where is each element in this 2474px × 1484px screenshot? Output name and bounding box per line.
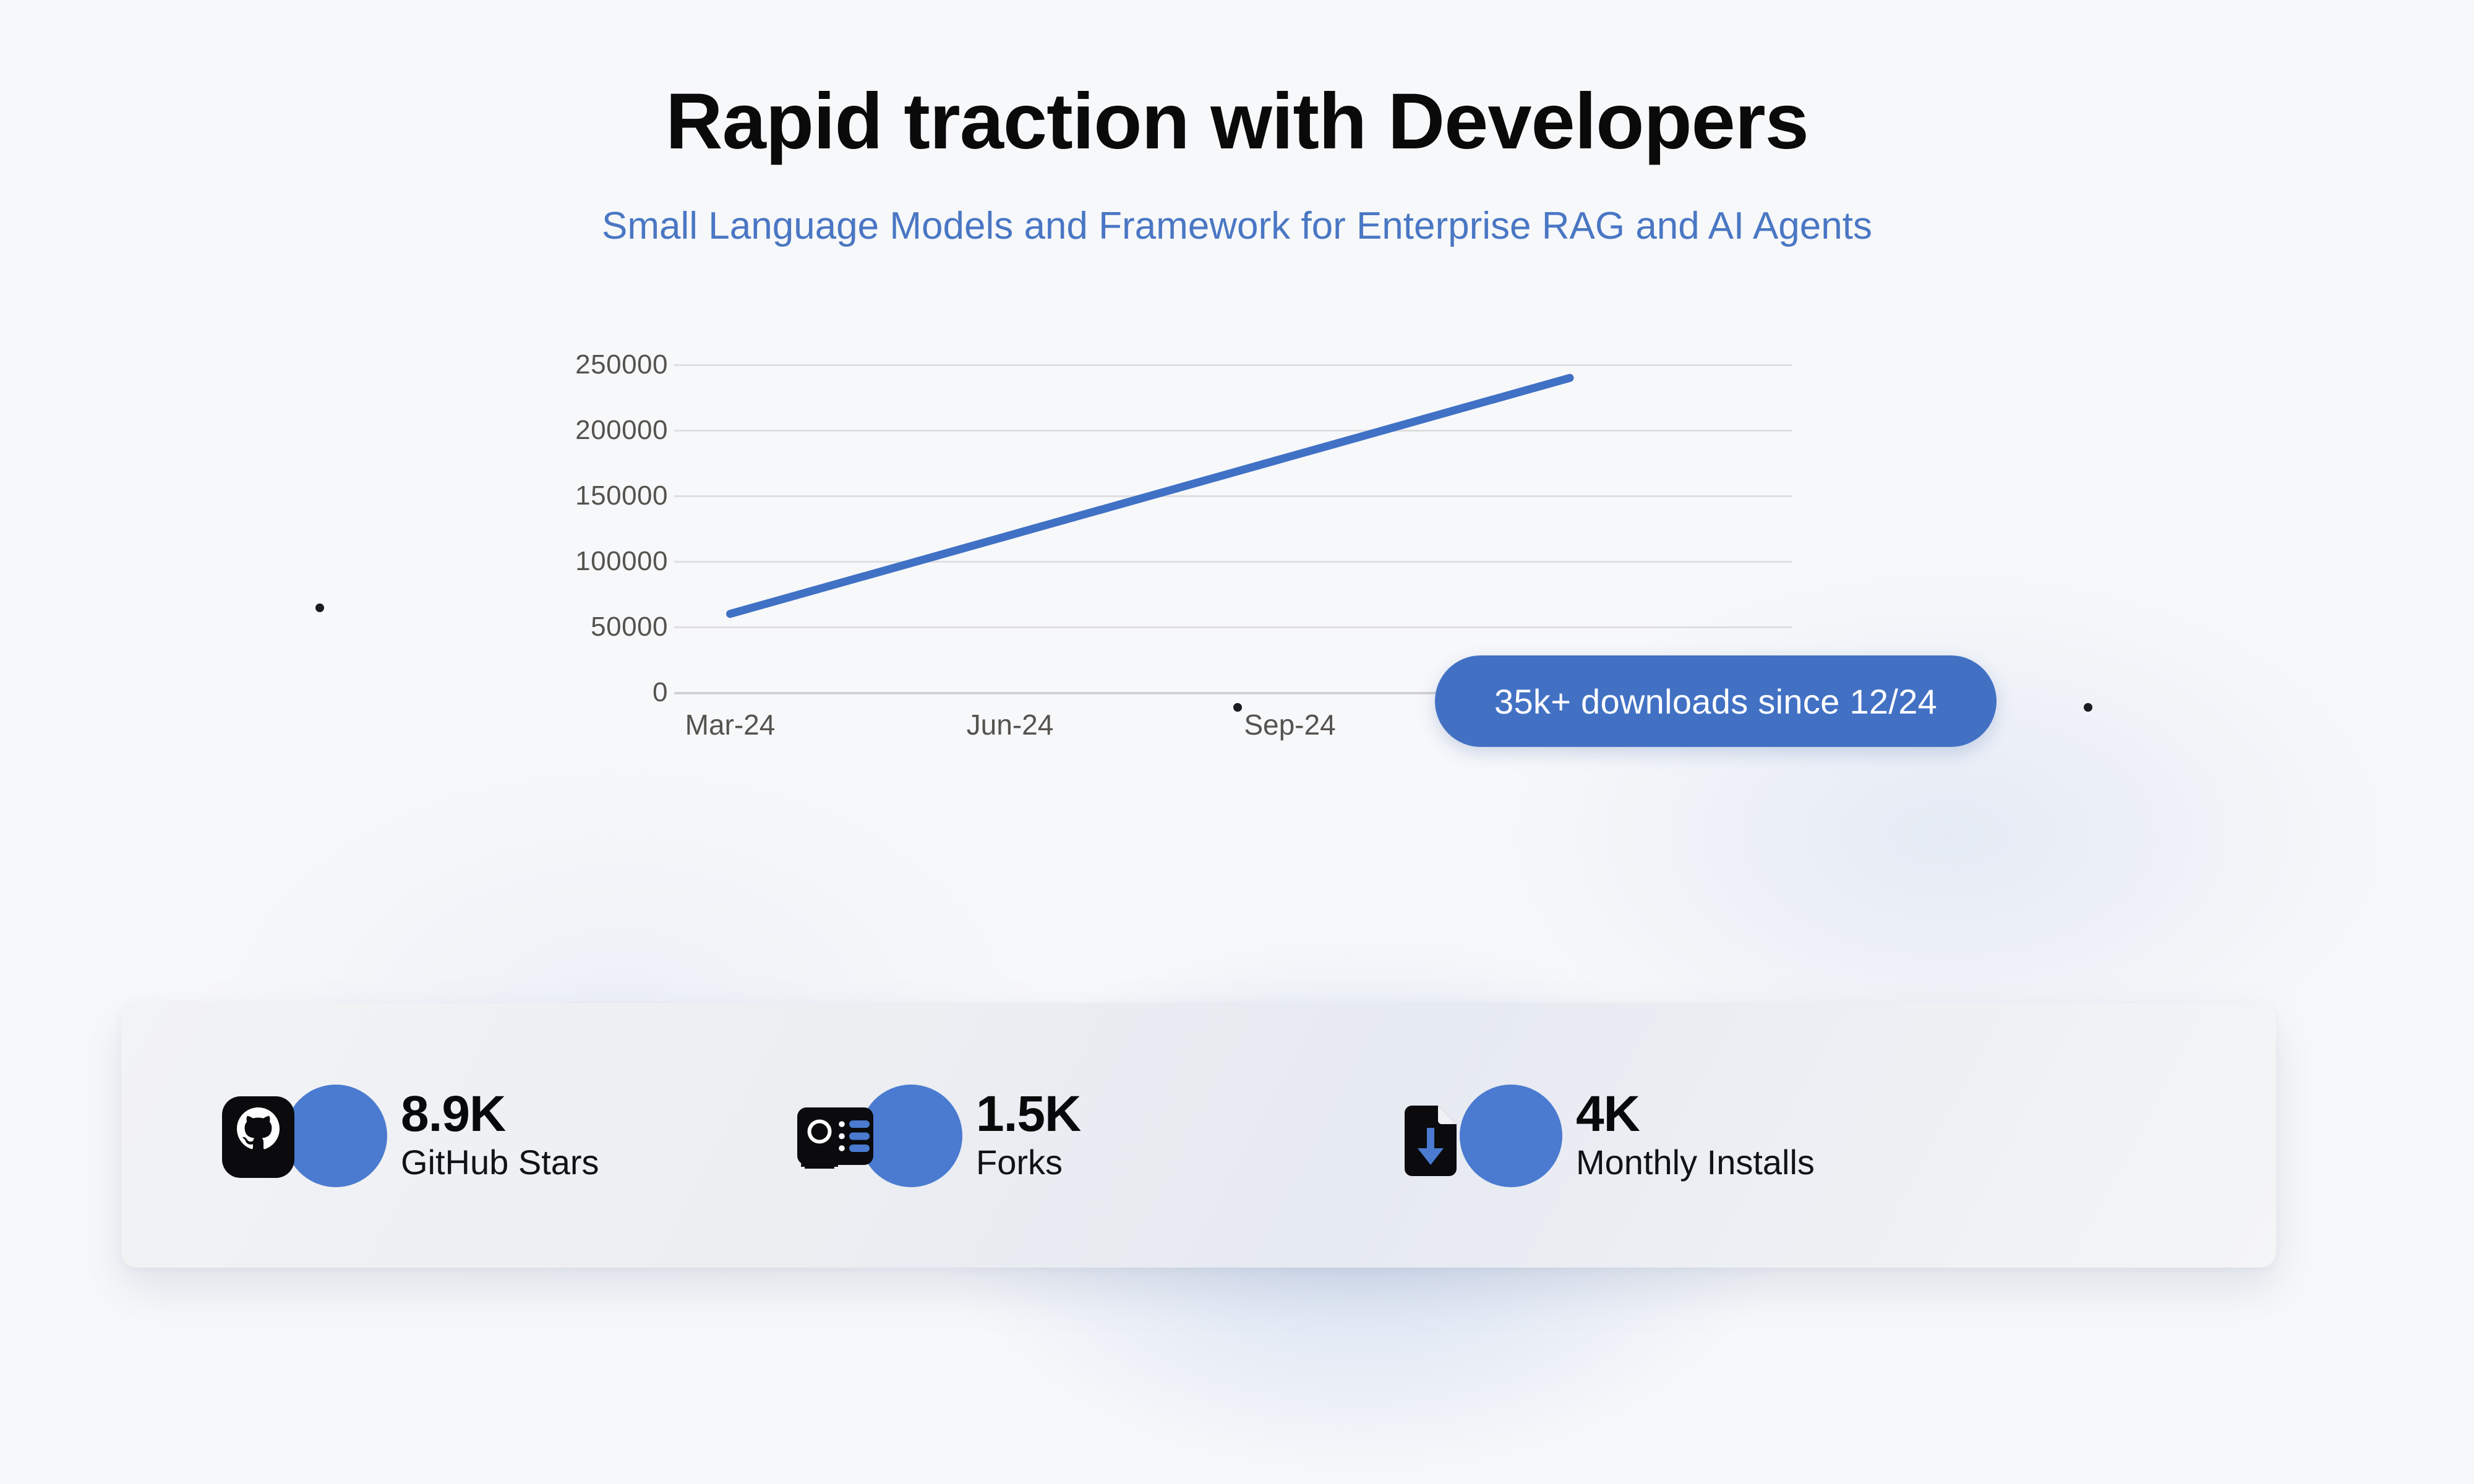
- stat-text: 4K Monthly Installs: [1576, 1089, 1815, 1182]
- chart-gridline: [674, 495, 1792, 497]
- chart-gridline: [674, 364, 1792, 366]
- stat-label: Forks: [976, 1143, 1063, 1182]
- icon-accent-circle: [285, 1085, 387, 1187]
- file-download-icon-wrapper: [1395, 1080, 1562, 1191]
- downloads-badge-label: 35k+ downloads since 12/24: [1494, 681, 1938, 721]
- decorative-dot-center: [1233, 703, 1242, 712]
- y-axis-tick-labels: 0 50000 100000 150000 200000 250000: [507, 349, 668, 707]
- decorative-dot-right: [2084, 703, 2092, 712]
- chart-plot-area: [674, 364, 1794, 694]
- y-axis-tick: 50000: [591, 612, 668, 642]
- stat-label: GitHub Stars: [401, 1143, 599, 1182]
- stats-row: 8.9K GitHub Stars 1.5K Forks 4K Monthly Ins…: [121, 1003, 2276, 1268]
- decorative-dot-left: [315, 603, 324, 612]
- chart-series-line: [726, 373, 1574, 618]
- stat-value: 8.9K: [401, 1086, 506, 1143]
- x-axis-line: [674, 692, 1792, 694]
- y-axis-tick: 200000: [575, 415, 668, 445]
- downloads-badge: 35k+ downloads since 12/24: [1435, 655, 1997, 747]
- github-icon-wrapper: [220, 1080, 387, 1191]
- chart-gridline: [674, 430, 1792, 432]
- y-axis-tick: 150000: [575, 480, 668, 511]
- stat-text: 8.9K GitHub Stars: [401, 1089, 599, 1182]
- stat-item: 4K Monthly Installs: [1395, 1080, 1815, 1191]
- stat-value: 4K: [1576, 1086, 1640, 1143]
- downloads-line-chart: 0 50000 100000 150000 200000 250000 Mar-24 Jun…: [507, 349, 1868, 921]
- stat-text: 1.5K Forks: [976, 1089, 1081, 1182]
- y-axis-tick: 100000: [575, 546, 668, 576]
- x-axis-tick: Mar-24: [685, 709, 776, 741]
- github-icon: [220, 1091, 338, 1183]
- page-title: Rapid traction with Developers: [666, 77, 1809, 166]
- y-axis-tick: 250000: [575, 349, 668, 380]
- icon-accent-circle: [1460, 1085, 1562, 1187]
- stat-item: 8.9K GitHub Stars: [220, 1080, 599, 1191]
- y-axis-tick: 0: [653, 677, 668, 707]
- stat-item: 1.5K Forks: [795, 1080, 1081, 1191]
- contact-card-icon-wrapper: [795, 1080, 962, 1191]
- chart-gridline: [674, 561, 1792, 563]
- icon-accent-circle: [860, 1085, 962, 1187]
- stats-panel: 8.9K GitHub Stars 1.5K Forks 4K Monthly Ins…: [121, 1003, 2276, 1268]
- file-download-icon: [1395, 1091, 1513, 1183]
- contact-card-icon: [795, 1091, 913, 1183]
- page-subtitle: Small Language Models and Framework for …: [602, 205, 1872, 247]
- x-axis-tick: Sep-24: [1244, 709, 1336, 741]
- stat-value: 1.5K: [976, 1086, 1081, 1143]
- stat-label: Monthly Installs: [1576, 1143, 1815, 1182]
- x-axis-tick: Jun-24: [966, 709, 1054, 741]
- chart-gridline: [674, 626, 1792, 628]
